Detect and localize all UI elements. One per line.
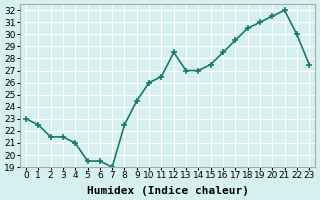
X-axis label: Humidex (Indice chaleur): Humidex (Indice chaleur) (87, 186, 249, 196)
